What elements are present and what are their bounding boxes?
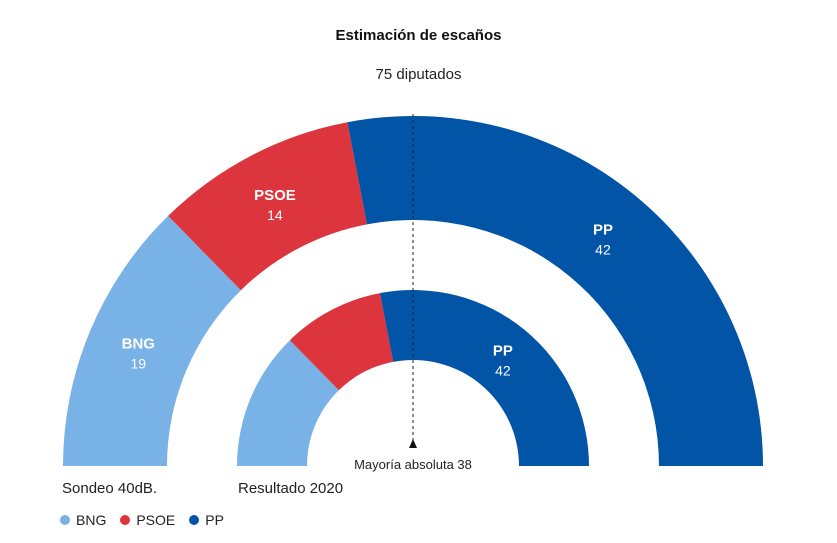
segment-psoe (168, 122, 367, 291)
legend-label: PSOE (136, 512, 176, 528)
legend-item-psoe: PSOE (120, 512, 175, 528)
legend-dot-icon (120, 515, 131, 525)
segment-label-value: 19 (130, 356, 146, 372)
legend-item-bng: BNG (60, 512, 106, 528)
segment-label-value: 42 (495, 362, 511, 378)
inner-ring-caption: Resultado 2020 (238, 480, 344, 497)
segment-label-party: PP (593, 221, 613, 238)
segment-pp (347, 116, 763, 467)
segment-psoe (289, 293, 394, 391)
segment-bng (63, 215, 241, 466)
segment-label-value: 42 (595, 241, 611, 257)
outer-ring-caption: Sondeo 40dB. (62, 480, 158, 497)
segment-label-party: PSOE (254, 187, 296, 204)
segment-label-party: BNG (122, 336, 155, 353)
segment-label-party: PP (493, 342, 513, 359)
majority-arrow-icon (409, 439, 417, 448)
chart-title: Estimación de escaños (335, 27, 502, 44)
legend-dot-icon (60, 515, 70, 525)
legend-dot-icon (189, 515, 200, 525)
segment-pp (380, 290, 589, 466)
inner-ring-resultado (237, 290, 589, 466)
legend-label: PP (205, 512, 224, 528)
chart-subtitle: 75 diputados (375, 66, 462, 83)
outer-ring-sondeo (63, 116, 763, 467)
segment-bng (237, 340, 339, 466)
legend-label: BNG (76, 512, 107, 528)
legend: BNG PSOE PP (60, 512, 224, 528)
segment-labels: BNG 19 PSOE 14 PP 42 PP 42 (122, 187, 613, 378)
legend-item-pp: PP (189, 512, 224, 528)
majority-label: Mayoría absoluta 38 (354, 457, 472, 472)
majority-marker: Mayoría absoluta 38 (354, 114, 472, 472)
segment-label-value: 14 (267, 207, 283, 223)
